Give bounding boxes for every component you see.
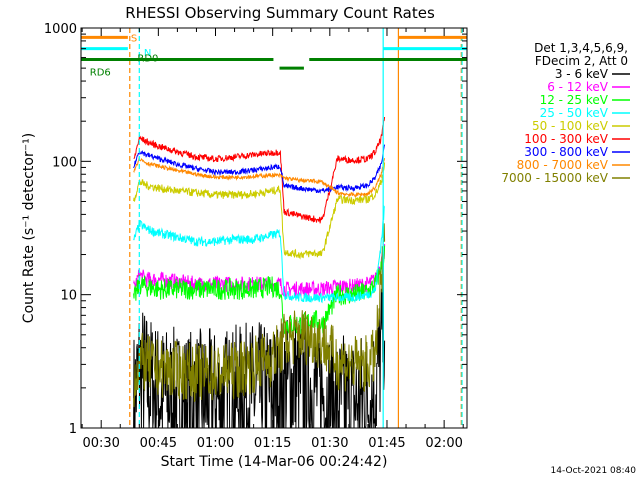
x-tick-label: 01:45 [368,436,405,451]
x-tick-label: 01:30 [311,436,348,451]
legend-entry-6-12-kev: 6 - 12 keV [547,80,630,94]
legend-label: 50 - 100 keV [532,119,609,133]
legend-entry-800-7000-kev: 800 - 7000 keV [517,158,630,172]
legend: Det 1,3,4,5,6,9,FDecim 2, Att 03 - 6 keV… [501,41,630,185]
x-tick-label: 00:45 [140,436,177,451]
legend-label: 800 - 7000 keV [517,158,609,172]
legend-label: 3 - 6 keV [555,67,609,81]
legend-entry-300-800-kev: 300 - 800 keV [524,145,630,159]
plot-frame [80,27,468,429]
legend-label: 100 - 300 keV [524,132,608,146]
annotation-label-rd6: RD6 [90,68,111,79]
legend-entry-12-25-kev: 12 - 25 keV [540,93,630,107]
generation-timestamp: 14-Oct-2021 08:40 [551,466,637,476]
legend-entry-100-300-kev: 100 - 300 keV [524,132,630,146]
legend-label: 25 - 50 keV [540,106,609,120]
series-line-50-100-kev [133,162,386,260]
series-line-300-800-kev [133,144,386,194]
y-tick-label: 100 [52,155,77,170]
series-line-25-50-kev [133,204,386,304]
legend-entry-7000-15000-kev: 7000 - 15000 keV [501,171,630,185]
x-tick-label: 01:15 [254,436,291,451]
legend-entry-50-100-kev: 50 - 100 keV [532,119,630,133]
y-tick-label: 1 [69,422,77,437]
legend-label: 7000 - 15000 keV [501,171,608,185]
series-line-7000-15000-kev [133,223,386,408]
series-line-800-7000-kev [133,157,386,199]
axes-layer: 00:30 00:45 01:00 01:15 01:30 01:45 02:00 1 10 10… [44,22,467,451]
legend-label: 12 - 25 keV [540,93,609,107]
legend-label: 300 - 800 keV [524,145,608,159]
y-tick-label: 10 [60,289,77,304]
data-layer [133,116,386,429]
x-tick-label: 01:00 [197,436,234,451]
x-tick-label: 00:30 [82,436,119,451]
legend-header-line-2: FDecim 2, Att 0 [535,54,628,68]
legend-header-line-1: Det 1,3,4,5,6,9, [534,41,628,55]
legend-entry-3-6-kev: 3 - 6 keV [555,67,630,81]
legend-label: 6 - 12 keV [547,80,609,94]
chart-title: RHESSI Observing Summary Count Rates [125,4,435,22]
legend-entry-25-50-kev: 25 - 50 keV [540,106,630,120]
annotation-label-n: N [144,48,151,59]
x-axis-label: Start Time (14-Mar-06 00:24:42) [161,454,388,470]
annotation-label-s: S [131,33,137,44]
x-tick-label: 02:00 [425,436,462,451]
series-line-12-25-kev [133,245,386,335]
y-tick-label: 1000 [44,22,77,37]
series-line-100-300-kev [133,116,386,224]
annotation-label-rd0: RD0 [137,54,158,65]
y-axis-label: Count Rate (s⁻¹ detector⁻¹) [21,133,37,323]
